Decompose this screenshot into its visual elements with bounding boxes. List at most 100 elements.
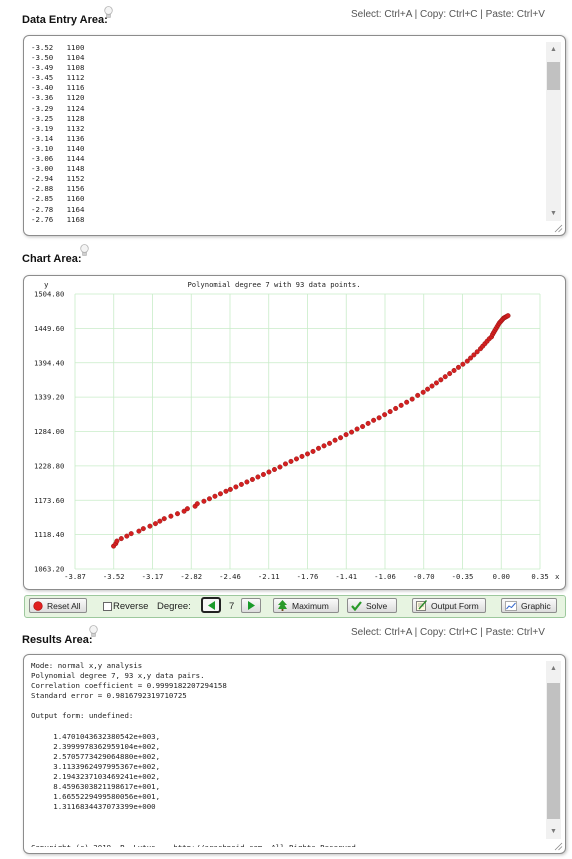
- data-point: [404, 399, 410, 405]
- solve-button[interactable]: Solve: [347, 598, 397, 613]
- results-line: Output form: undefined:: [31, 711, 134, 721]
- x-tick-label: -1.76: [297, 572, 319, 581]
- data-entry-textarea[interactable]: -3.52 1100 -3.50 1104 -3.49 1108 -3.45 1112…: [23, 35, 566, 236]
- polynomial-chart[interactable]: -3.87 -3.52 -3.17 -2.82 -2.46 -2.11 -1.76 -1.41…: [24, 276, 565, 589]
- scroll-up-arrow-icon[interactable]: ▲: [550, 665, 557, 672]
- right-arrow-icon: [247, 601, 255, 610]
- data-point: [460, 361, 466, 367]
- data-point: [338, 435, 344, 441]
- results-line: 8.4596303821198617e+001,: [31, 782, 161, 792]
- resize-grip-icon[interactable]: [554, 224, 563, 233]
- data-point: [354, 426, 360, 432]
- data-point: [174, 511, 180, 517]
- data-point: [233, 484, 239, 490]
- data-point: [442, 374, 448, 380]
- reset-all-button[interactable]: Reset All: [29, 598, 87, 613]
- reset-all-label: Reset All: [47, 600, 81, 611]
- chart-title: Polynomial degree 7 with 93 data points.: [187, 280, 360, 289]
- data-entry-line: -3.06 1144: [31, 154, 85, 164]
- results-line: [31, 823, 543, 833]
- results-text[interactable]: Mode: normal x,y analysis Polynomial degr…: [31, 661, 543, 847]
- scroll-thumb[interactable]: [547, 683, 560, 819]
- data-entry-line: -2.85 1160: [31, 194, 85, 204]
- left-arrow-icon: [207, 600, 215, 610]
- chart-area-title: Chart Area:: [22, 253, 82, 265]
- x-axis-label: x: [555, 572, 560, 581]
- scroll-up-arrow-icon[interactable]: ▲: [550, 46, 557, 53]
- degree-increment-button[interactable]: [241, 598, 261, 613]
- data-entry-line: -3.36 1120: [31, 93, 85, 103]
- results-line: Polynomial degree 7, 93 x,y data pairs.: [31, 671, 205, 681]
- results-line: 2.3999978362959104e+002,: [31, 741, 161, 751]
- data-point: [238, 481, 244, 487]
- scroll-down-arrow-icon[interactable]: ▼: [550, 210, 557, 217]
- data-entry-line: -3.45 1112: [31, 73, 85, 83]
- data-entry-line: -2.94 1152: [31, 174, 85, 184]
- data-point: [349, 429, 355, 435]
- results-line: [31, 722, 543, 732]
- x-tick-label: -1.06: [374, 572, 396, 581]
- data-entry-scrollbar[interactable]: ▲ ▼: [546, 42, 561, 221]
- data-point: [244, 479, 250, 485]
- data-point: [474, 349, 480, 355]
- data-point: [277, 464, 283, 470]
- data-entry-line: -3.00 1148: [31, 164, 85, 174]
- data-point: [321, 443, 327, 449]
- results-textarea[interactable]: Mode: normal x,y analysis Polynomial degr…: [23, 654, 566, 854]
- data-entry-line: -3.29 1124: [31, 103, 85, 113]
- data-entry-text[interactable]: -3.52 1100 -3.50 1104 -3.49 1108 -3.45 1112…: [31, 43, 543, 229]
- data-point: [310, 448, 316, 454]
- results-scrollbar[interactable]: ▲ ▼: [546, 661, 561, 839]
- data-point: [409, 396, 415, 402]
- data-point: [382, 412, 388, 418]
- red-dot-icon: [33, 600, 43, 611]
- results-line: 3.1133962497995367e+002,: [31, 761, 161, 771]
- scroll-down-arrow-icon[interactable]: ▼: [550, 828, 557, 835]
- data-point: [223, 488, 229, 494]
- data-point: [293, 456, 299, 462]
- data-point: [505, 313, 511, 319]
- data-point: [271, 466, 277, 472]
- data-point: [425, 386, 431, 392]
- results-line: 1.4701043632380542e+003,: [31, 731, 161, 741]
- x-tick-label: -2.11: [258, 572, 280, 581]
- data-point: [464, 358, 470, 364]
- x-tick-label: -3.17: [142, 572, 164, 581]
- chart-axes: -3.87 -3.52 -3.17 -2.82 -2.46 -2.11 -1.76 -1.41…: [34, 290, 549, 582]
- controls-toolbar: Reset All Reverse Degree: 7 Maximum Solv…: [24, 595, 566, 618]
- data-point: [420, 389, 426, 395]
- data-point: [447, 371, 453, 377]
- results-line: Copyright (c) 2019, P. Lutus -- http://a…: [31, 843, 543, 847]
- scroll-thumb[interactable]: [547, 62, 560, 90]
- results-line: [31, 833, 543, 843]
- data-point: [282, 461, 288, 467]
- maximum-button[interactable]: Maximum: [273, 598, 339, 613]
- data-point: [157, 518, 163, 524]
- solve-label: Solve: [366, 600, 388, 611]
- lightbulb-icon: [89, 625, 98, 637]
- results-line: Standard error = 0.9816792319710725: [31, 691, 187, 701]
- x-tick-label: -0.70: [413, 572, 435, 581]
- degree-decrement-button[interactable]: [201, 597, 221, 613]
- graphic-button[interactable]: Graphic: [501, 598, 557, 613]
- lightbulb-icon: [80, 244, 89, 256]
- reverse-checkbox[interactable]: [103, 602, 112, 611]
- resize-grip-icon[interactable]: [554, 842, 563, 851]
- data-point: [398, 402, 404, 408]
- data-point: [206, 496, 212, 502]
- x-tick-label: -3.87: [64, 572, 86, 581]
- data-entry-shortcuts: Select: Ctrl+A | Copy: Ctrl+C | Paste: C…: [351, 9, 545, 20]
- degree-label: Degree:: [157, 601, 191, 612]
- y-tick-label: 1449.60: [34, 324, 64, 333]
- data-point: [124, 533, 130, 539]
- data-point: [299, 453, 305, 459]
- data-point: [468, 355, 474, 361]
- data-point: [471, 352, 477, 358]
- results-line: 2.1943237103469241e+002,: [31, 772, 161, 782]
- degree-value: 7: [229, 601, 235, 612]
- data-point: [212, 493, 218, 499]
- data-point: [266, 469, 272, 475]
- data-entry-line: -2.76 1168: [31, 214, 85, 224]
- data-entry-line: -3.10 1140: [31, 143, 85, 153]
- output-form-button[interactable]: Output Form: [412, 598, 486, 613]
